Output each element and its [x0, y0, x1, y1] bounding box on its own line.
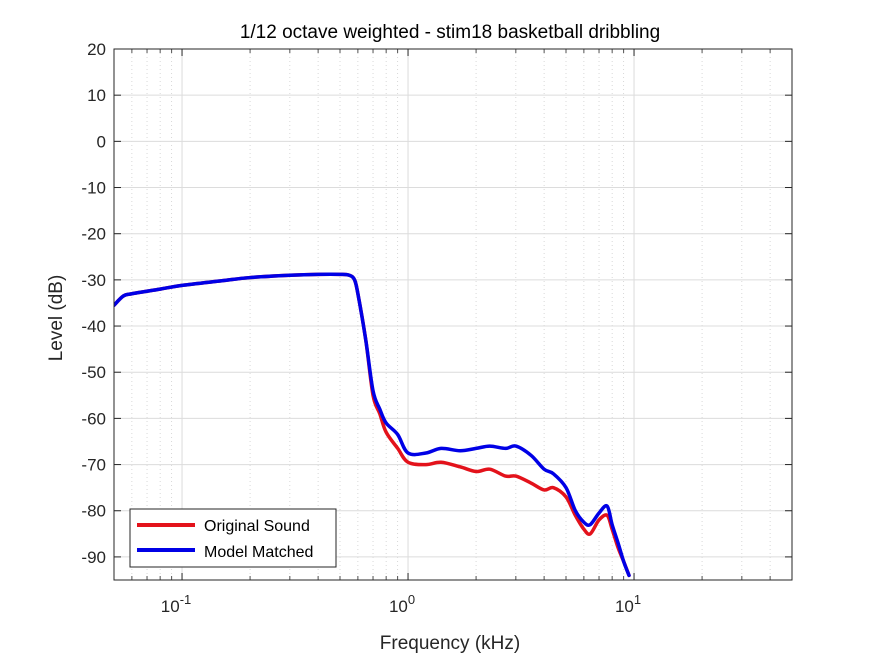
legend-label-model-matched: Model Matched [204, 544, 313, 561]
axes-box [113, 48, 793, 581]
tick-marks [114, 48, 792, 580]
x-tick-labels: 10-1 100 101 [161, 592, 641, 616]
x-tick-label: 100 [389, 592, 415, 616]
x-tick-label: 10-1 [161, 592, 191, 616]
series-line-model-matched [114, 272, 631, 578]
legend-label-original-sound: Original Sound [204, 518, 310, 535]
series-layer [114, 272, 631, 578]
axes-background [114, 49, 792, 580]
y-tick-label: -20 [81, 225, 106, 244]
x-axis-label: Frequency (kHz) [380, 633, 520, 654]
y-tick-label: -80 [81, 502, 106, 521]
plot-area [113, 48, 793, 581]
y-tick-label: -50 [81, 363, 106, 382]
y-tick-label: 20 [87, 40, 106, 59]
y-tick-label: -60 [81, 409, 106, 428]
x-tick-label: 101 [615, 592, 641, 616]
legend-box [129, 508, 337, 568]
minor-grid [131, 49, 771, 580]
y-tick-label: -30 [81, 271, 106, 290]
y-tick-label: 0 [97, 132, 106, 151]
legend: Original Sound Model Matched [129, 508, 337, 568]
y-tick-label: -40 [81, 317, 106, 336]
chart-title: 1/12 octave weighted - stim18 basketball… [240, 22, 660, 43]
y-axis-label: Level (dB) [46, 275, 67, 362]
y-tick-label: -90 [81, 548, 106, 567]
y-tick-label: -70 [81, 456, 106, 475]
y-tick-label: 10 [87, 86, 106, 105]
y-tick-label: -10 [81, 179, 106, 198]
y-tick-labels: 20 10 0 -10 -20 -30 -40 -50 -60 -70 -80 -90 [81, 40, 106, 567]
